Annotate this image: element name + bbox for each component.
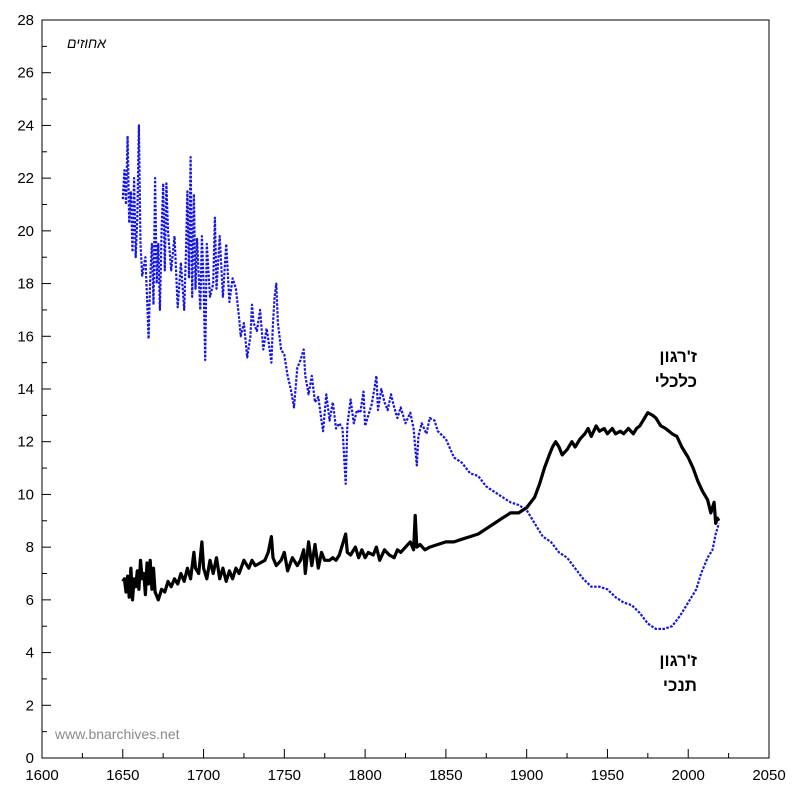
- y-tick-label: 8: [26, 539, 34, 556]
- y-tick-label: 10: [17, 486, 34, 503]
- y-tick-label: 0: [26, 750, 34, 767]
- x-axis: 1600 1650 1700 1750 1800 1850 1900 1950 2000 2050: [25, 749, 786, 784]
- series-labels: ז'רגון תנכי ז'רגון כלכלי: [655, 347, 697, 695]
- y-tick-label: 18: [17, 276, 34, 293]
- label-biblical-jargon-line-1: ז'רגון: [659, 651, 697, 670]
- y-tick-label: 2: [26, 697, 34, 714]
- x-tick-label: 2000: [672, 767, 705, 784]
- x-tick-label: 1850: [429, 767, 462, 784]
- x-tick-label: 1600: [25, 767, 58, 784]
- y-tick-label: 14: [17, 381, 34, 398]
- series-layer: [121, 124, 721, 630]
- series-line-economic-jargon: [121, 411, 721, 602]
- x-tick-label: 1650: [106, 767, 139, 784]
- y-tick-label: 12: [17, 434, 34, 451]
- y-tick-label: 24: [17, 117, 34, 134]
- y-tick-label: 4: [26, 645, 34, 662]
- label-economic-jargon-line-2: כלכלי: [655, 372, 697, 391]
- series-line-biblical-jargon: [121, 124, 720, 630]
- y-tick-label: 28: [17, 12, 34, 29]
- x-tick-label: 2050: [752, 767, 785, 784]
- x-tick-label: 1900: [510, 767, 543, 784]
- label-biblical-jargon-line-2: תנכי: [663, 676, 697, 695]
- y-tick-label: 6: [26, 592, 34, 609]
- x-tick-label: 1700: [187, 767, 220, 784]
- y-axis-label: אחוזים: [67, 35, 107, 51]
- y-tick-label: 26: [17, 65, 34, 82]
- y-tick-label: 16: [17, 328, 34, 345]
- x-tick-label: 1800: [348, 767, 381, 784]
- x-tick-label: 1750: [268, 767, 301, 784]
- watermark: www.bnarchives.net: [54, 726, 180, 742]
- y-tick-label: 22: [17, 170, 34, 187]
- x-tick-label: 1950: [591, 767, 624, 784]
- y-tick-label: 20: [17, 223, 34, 240]
- label-economic-jargon-line-1: ז'רגון: [659, 347, 697, 366]
